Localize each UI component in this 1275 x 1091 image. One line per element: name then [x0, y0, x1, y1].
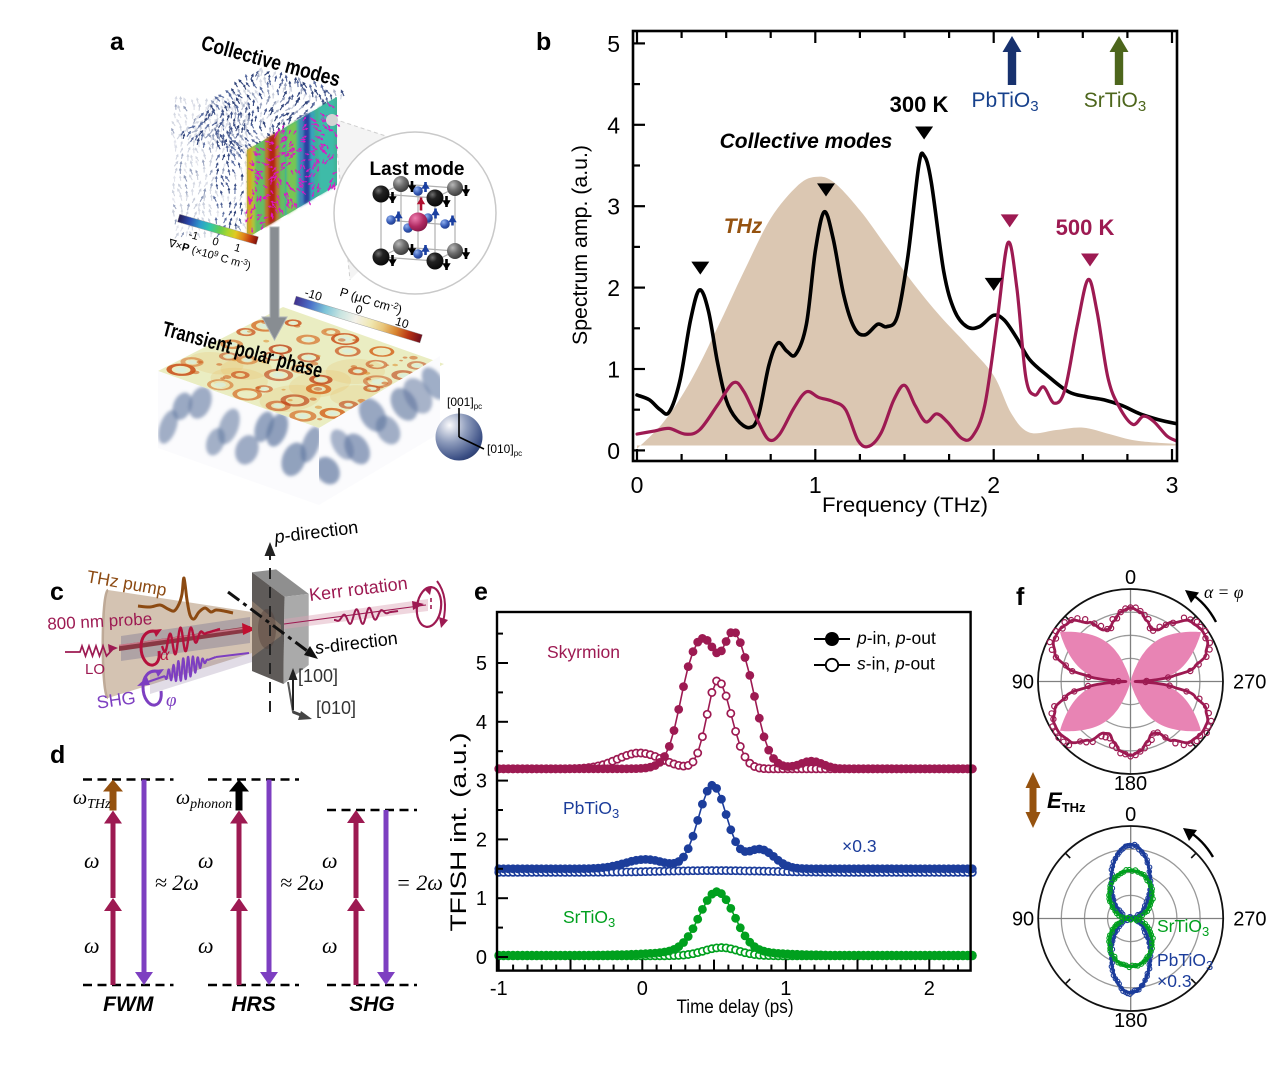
svg-text:5: 5 — [476, 653, 487, 675]
svg-text:10: 10 — [394, 314, 411, 331]
svg-text:Spectrum amp. (a.u.): Spectrum amp. (a.u.) — [569, 145, 592, 345]
svg-text:×0.3: ×0.3 — [842, 836, 877, 856]
svg-text:[010]: [010] — [316, 698, 356, 718]
svg-text:α: α — [160, 644, 170, 664]
svg-text:ETHz: ETHz — [1047, 788, 1086, 815]
svg-text:-1: -1 — [490, 978, 508, 1000]
svg-text:1: 1 — [233, 242, 242, 255]
svg-text:ω: ω — [198, 848, 214, 873]
svg-text:Skyrmion: Skyrmion — [547, 642, 620, 662]
svg-text:HRS: HRS — [231, 993, 275, 1016]
svg-text:= 2ω: = 2ω — [396, 870, 443, 895]
svg-text:×0.3: ×0.3 — [1157, 971, 1192, 991]
svg-text:0: 0 — [211, 236, 220, 249]
svg-text:270: 270 — [1233, 909, 1266, 931]
svg-text:THz: THz — [724, 215, 763, 238]
svg-text:TFISH int. (a.u.): TFISH int. (a.u.) — [446, 733, 471, 932]
svg-text:0: 0 — [1125, 567, 1136, 589]
svg-text:0: 0 — [637, 978, 648, 1000]
svg-text:5: 5 — [607, 31, 620, 57]
svg-text:φ: φ — [166, 690, 177, 711]
svg-text:PbTiO3: PbTiO3 — [563, 798, 619, 821]
svg-text:2: 2 — [476, 829, 487, 851]
svg-text:s-in, p-out: s-in, p-out — [857, 654, 935, 674]
svg-text:3: 3 — [476, 771, 487, 793]
svg-text:PbTiO3: PbTiO3 — [1157, 950, 1213, 973]
svg-text:[001]pc: [001]pc — [447, 395, 482, 411]
svg-text:SrTiO3: SrTiO3 — [563, 907, 615, 930]
svg-text:300 K: 300 K — [890, 92, 949, 117]
svg-text:90: 90 — [1012, 909, 1034, 931]
svg-text:2: 2 — [607, 275, 620, 301]
svg-text:1: 1 — [809, 472, 822, 498]
svg-text:500 K: 500 K — [1056, 215, 1115, 240]
svg-text:2: 2 — [987, 472, 1000, 498]
svg-text:0: 0 — [476, 947, 487, 969]
svg-text:≈ 2ω: ≈ 2ω — [155, 870, 199, 895]
svg-text:SHG: SHG — [349, 993, 395, 1016]
svg-text:Last mode: Last mode — [369, 159, 464, 180]
svg-text:4: 4 — [607, 112, 620, 138]
svg-text:FWM: FWM — [103, 993, 154, 1016]
svg-text:4: 4 — [476, 712, 487, 734]
svg-text:0: 0 — [607, 438, 620, 464]
svg-text:270: 270 — [1233, 672, 1266, 694]
svg-text:b: b — [536, 28, 551, 56]
svg-text:90: 90 — [1012, 672, 1034, 694]
svg-text:0: 0 — [354, 302, 365, 317]
svg-text:-1: -1 — [187, 229, 200, 243]
svg-text:ω: ω — [84, 933, 100, 958]
svg-text:c: c — [50, 578, 64, 606]
svg-text:PbTiO3: PbTiO3 — [971, 89, 1038, 115]
svg-text:ω: ω — [84, 848, 100, 873]
svg-text:LO: LO — [85, 661, 105, 678]
svg-text:0: 0 — [1125, 804, 1136, 826]
svg-text:Collective modes: Collective modes — [720, 130, 893, 153]
svg-text:d: d — [50, 741, 65, 769]
svg-text:SrTiO3: SrTiO3 — [1157, 916, 1209, 939]
svg-text:Frequency (THz): Frequency (THz) — [822, 494, 988, 517]
svg-text:ω: ω — [322, 933, 338, 958]
svg-text:[100]: [100] — [298, 666, 338, 686]
svg-text:0: 0 — [631, 472, 644, 498]
svg-text:2: 2 — [924, 978, 935, 1000]
svg-text:≈ 2ω: ≈ 2ω — [280, 870, 324, 895]
svg-text:180: 180 — [1114, 1010, 1147, 1032]
svg-text:f: f — [1016, 583, 1025, 611]
svg-text:a: a — [110, 28, 125, 56]
svg-text:ω: ω — [322, 848, 338, 873]
svg-text:1: 1 — [476, 888, 487, 910]
svg-text:1: 1 — [780, 978, 791, 1000]
svg-text:[010]pc: [010]pc — [487, 442, 522, 458]
svg-text:ω: ω — [198, 933, 214, 958]
svg-text:180: 180 — [1114, 773, 1147, 795]
svg-text:1: 1 — [607, 357, 620, 383]
svg-text:3: 3 — [607, 194, 620, 220]
svg-text:p-in, p-out: p-in, p-out — [856, 628, 936, 648]
svg-text:e: e — [474, 578, 488, 606]
svg-text:3: 3 — [1166, 472, 1179, 498]
svg-text:α = φ: α = φ — [1204, 582, 1244, 602]
svg-text:-10: -10 — [303, 285, 324, 304]
svg-text:Time delay (ps): Time delay (ps) — [677, 997, 794, 1018]
svg-text:SrTiO3: SrTiO3 — [1084, 89, 1146, 115]
